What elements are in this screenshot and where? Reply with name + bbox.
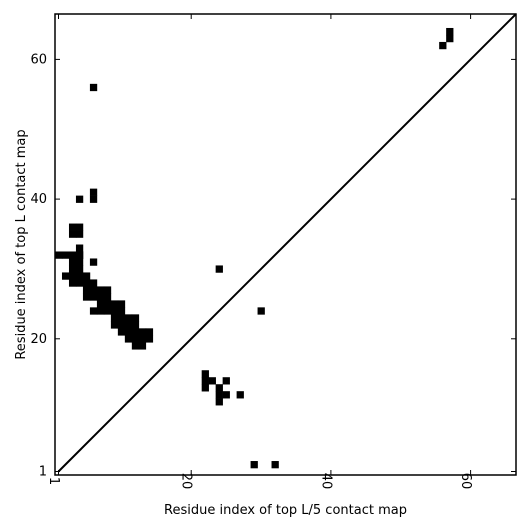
contact-cell [75,258,84,266]
contact-cell [271,461,279,469]
lower-triangle-cells [201,370,279,469]
contact-cell [89,293,98,301]
contact-cell [145,335,154,343]
x-tick-label: 20 [179,473,194,490]
contact-cell [138,335,147,343]
y-tick-label: 60 [30,52,47,67]
contact-cell [117,300,126,308]
contact-cell [61,251,70,259]
contact-cell [215,384,223,392]
contact-cell [110,314,119,322]
contact-cell [117,307,126,315]
upper-triangle-cells [55,27,454,350]
contact-cell [215,398,223,406]
contact-cell [82,279,91,287]
contact-cell [89,188,98,196]
contact-cell [131,335,140,343]
contact-cell [124,321,133,329]
contact-cell [215,265,223,273]
contact-cell [68,251,77,259]
contact-cell [201,370,209,378]
contact-cell [75,223,84,231]
contact-cell [96,307,105,315]
y-tick-label: 20 [30,332,47,347]
contact-cell [82,286,91,294]
y-axis-ticks: 1 20 40 60 [30,52,516,480]
contact-cell [117,328,126,336]
contact-cell [103,286,112,294]
contact-cell [208,377,216,385]
contact-cell [138,342,147,350]
contact-cell [68,272,77,280]
x-tick-label: 40 [318,473,333,490]
contact-cell [75,272,84,280]
contact-cell [68,230,77,238]
contact-cell [68,258,77,266]
contact-cell [117,314,126,322]
contact-cell [82,272,91,280]
contact-cell [110,321,119,329]
plot-frame [54,13,517,476]
x-tick-label: 1 [46,477,61,485]
contact-cell [446,27,454,36]
contact-cell [89,83,98,92]
contact-cell [446,34,454,43]
contact-cell [89,286,98,294]
contact-cell [89,258,98,266]
contact-cell [96,300,105,308]
contact-cell [124,314,133,322]
contact-cell [75,251,84,259]
contact-cell [89,195,98,203]
contact-cell [96,286,105,294]
contact-cell [124,328,133,336]
contact-cell [439,41,447,50]
contact-cell [103,307,112,315]
y-tick-label: 1 [39,465,47,480]
contact-cell [145,328,154,336]
contact-cell [110,300,119,308]
contact-cell [110,307,119,315]
contact-cell [250,461,258,469]
contact-cell [257,307,265,315]
contact-cell [131,328,140,336]
contact-cell [68,265,77,273]
contact-cell [201,384,209,392]
contact-cell [131,321,140,329]
contact-cell [75,244,84,252]
contact-cell [75,195,84,203]
contact-cell [75,230,84,238]
contact-cell [215,391,223,399]
contact-cell [131,314,140,322]
y-axis-label: Residue index of top L contact map [14,129,29,359]
contact-cell [138,328,147,336]
contact-cell [82,293,91,301]
contact-cell [96,293,105,301]
x-tick-label: 60 [458,473,473,490]
contact-cell [68,223,77,231]
x-axis-ticks: 1 20 40 60 [46,14,473,489]
contact-cell [131,342,140,350]
contact-cell [75,265,84,273]
contact-cell [236,391,244,399]
x-axis-label: Residue index of top L/5 contact map [164,503,407,518]
contact-cell [222,377,230,385]
contact-cell [222,391,230,399]
contact-cell [103,293,112,301]
contact-cell [117,321,126,329]
contact-cell [103,300,112,308]
contact-cell [201,377,209,385]
y-tick-label: 40 [30,192,47,207]
contact-cell [75,279,84,287]
contact-cell [124,335,133,343]
contact-cell [55,251,63,259]
contact-cell [61,272,70,280]
diagonal-line [57,13,517,473]
contact-cell [89,279,98,287]
contact-cell [89,307,98,315]
contact-cell [68,279,77,287]
